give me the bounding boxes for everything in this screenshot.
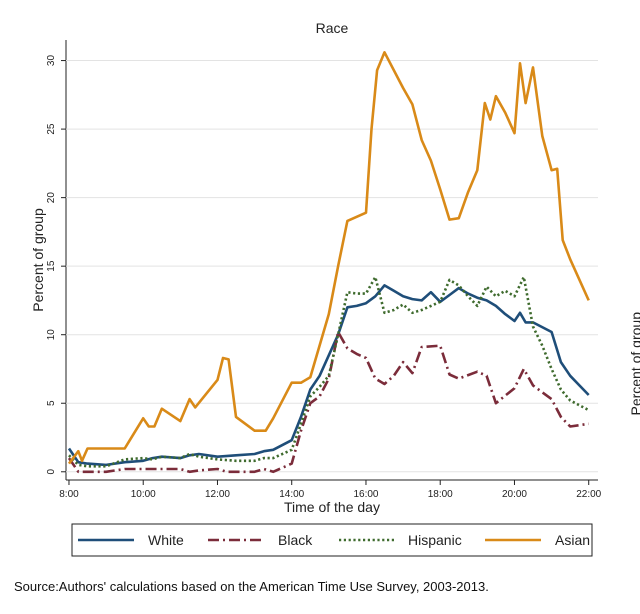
y-tick-label: 15	[46, 260, 57, 272]
y-tick-label: 5	[46, 400, 57, 406]
y-tick-label: 30	[46, 55, 57, 67]
legend-label-white: White	[148, 532, 184, 548]
y-tick-label: 25	[46, 123, 57, 135]
series-layer	[67, 51, 590, 474]
x-tick-label: 18:00	[428, 489, 453, 500]
series-line-asian	[67, 51, 590, 465]
x-tick-label: 10:00	[131, 489, 156, 500]
chart-title: Race	[316, 20, 349, 36]
x-tick-label: 12:00	[205, 489, 230, 500]
x-tick-label: 22:00	[576, 489, 601, 500]
x-axis: 8:00 10:00 12:00 14:00 16:00 18:00 20:00 22:00	[59, 479, 602, 500]
legend-label-black: Black	[278, 532, 313, 548]
y-tick-label: 10	[46, 329, 57, 341]
x-tick-label: 8:00	[59, 489, 79, 500]
right-panel-y-axis-title-fragment: Percent of group	[628, 312, 640, 416]
source-note: Source:Authors' calculations based on th…	[14, 579, 489, 594]
x-tick-label: 16:00	[353, 489, 378, 500]
y-axis: 0 5 10 15 20 25 30	[46, 40, 598, 480]
y-tick-label: 20	[46, 192, 57, 204]
legend-label-asian: Asian	[555, 532, 590, 548]
series-line-black	[67, 330, 589, 474]
x-tick-label: 14:00	[279, 489, 304, 500]
legend: White Black Hispanic Asian	[71, 523, 593, 557]
y-axis-title: Percent of group	[30, 208, 46, 312]
x-axis-title: Time of the day	[284, 499, 380, 515]
legend-label-hispanic: Hispanic	[408, 532, 462, 548]
x-tick-label: 20:00	[502, 489, 527, 500]
y-tick-label: 0	[46, 469, 57, 475]
series-line-hispanic	[68, 275, 590, 468]
